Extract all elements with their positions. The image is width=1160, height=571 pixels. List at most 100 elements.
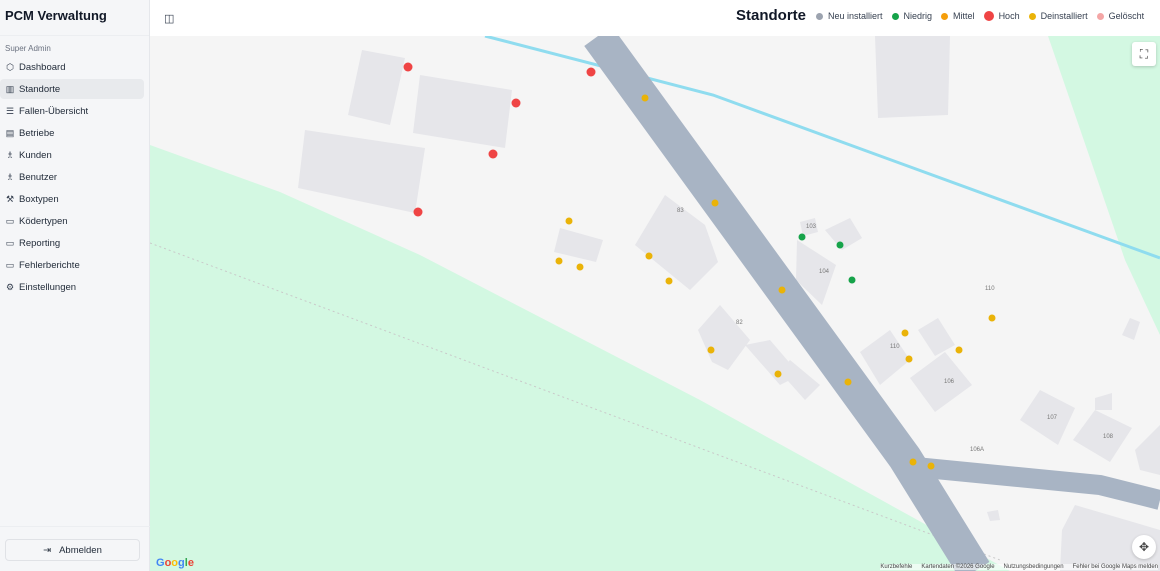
trap-marker-deinstalliert[interactable] bbox=[645, 252, 653, 260]
sidebar-item-ködertypen[interactable]: ▭ Ködertypen bbox=[0, 211, 144, 231]
legend-item: Gelöscht bbox=[1096, 11, 1145, 21]
pan-control[interactable]: ✥ bbox=[1132, 535, 1156, 559]
gear-icon: ⚙ bbox=[5, 281, 15, 292]
sidebar-item-label: Standorte bbox=[19, 83, 61, 95]
trap-marker-hoch[interactable] bbox=[413, 207, 423, 217]
trap-marker-deinstalliert[interactable] bbox=[988, 314, 996, 322]
wrench-icon: ⚒ bbox=[5, 193, 15, 204]
rail-line bbox=[150, 242, 1001, 561]
sidebar-item-label: Fallen-Übersicht bbox=[19, 105, 89, 117]
sidebar-item-label: Reporting bbox=[19, 237, 61, 249]
sidebar-item-label: Einstellungen bbox=[19, 281, 77, 293]
trap-marker-deinstalliert[interactable] bbox=[641, 94, 649, 102]
fullscreen-icon: ⛶ bbox=[1139, 46, 1149, 61]
sidebar-item-label: Kunden bbox=[19, 149, 52, 161]
sidebar-item-standorte[interactable]: ▥ Standorte bbox=[0, 79, 144, 99]
legend-label: Niedrig bbox=[903, 11, 933, 21]
page-title: Standorte bbox=[736, 7, 807, 24]
fullscreen-button[interactable]: ⛶ bbox=[1132, 42, 1156, 66]
building-icon: ▤ bbox=[5, 127, 15, 138]
logout-label: Abmelden bbox=[59, 544, 102, 556]
trap-marker-hoch[interactable] bbox=[511, 98, 521, 108]
trap-marker-deinstalliert[interactable] bbox=[955, 346, 963, 354]
trap-marker-hoch[interactable] bbox=[586, 67, 596, 77]
road bbox=[584, 36, 990, 571]
trap-marker-deinstalliert[interactable] bbox=[905, 355, 913, 363]
trap-marker-deinstalliert[interactable] bbox=[707, 346, 715, 354]
legend-item: Neu installiert bbox=[816, 11, 883, 21]
trap-marker-deinstalliert[interactable] bbox=[665, 277, 673, 285]
sidebar-item-fehlerberichte[interactable]: ▭ Fehlerberichte bbox=[0, 255, 144, 275]
green-area bbox=[150, 145, 1010, 571]
sidebar-item-dashboard[interactable]: ⬡ Dashboard bbox=[0, 57, 144, 77]
sidebar-item-reporting[interactable]: ▭ Reporting bbox=[0, 233, 144, 253]
status-dot-icon bbox=[1028, 12, 1036, 20]
users-icon: ♗ bbox=[5, 149, 15, 160]
house-number: 106A bbox=[970, 447, 984, 453]
map-icon: ▥ bbox=[5, 83, 15, 94]
file-icon: ▭ bbox=[5, 259, 15, 270]
map[interactable]: 83 103 104 82 110 106 107 108 106A 110 ⛶ ✥ Google… bbox=[150, 36, 1160, 571]
sidebar-item-betriebe[interactable]: ▤ Betriebe bbox=[0, 123, 144, 143]
header: ◫ Standorte Neu installiert Niedrig Mittel… bbox=[150, 0, 1160, 36]
attribution-link[interactable]: Kurzbefehle bbox=[880, 564, 913, 570]
trap-marker-niedrig[interactable] bbox=[798, 233, 806, 241]
road bbox=[904, 456, 1160, 510]
sidebar-item-label: Boxtypen bbox=[19, 193, 59, 205]
legend-label: Hoch bbox=[998, 11, 1020, 21]
house-number: 83 bbox=[677, 208, 684, 214]
trap-marker-hoch[interactable] bbox=[488, 149, 498, 159]
status-dot-icon bbox=[816, 12, 823, 20]
shield-icon: ⬡ bbox=[6, 61, 14, 72]
attribution-link[interactable]: Kartendaten ©2026 Google bbox=[921, 564, 995, 570]
trap-marker-deinstalliert[interactable] bbox=[927, 462, 935, 470]
house-number: 106 bbox=[944, 379, 955, 385]
legend-item: Mittel bbox=[941, 11, 975, 21]
map-attribution: Kurzbefehle Kartendaten ©2026 Google Nutzu… bbox=[880, 564, 1158, 570]
google-logo: Google bbox=[156, 557, 194, 569]
house-number: 82 bbox=[736, 320, 743, 326]
house-number: 110 bbox=[890, 344, 900, 350]
sidebar-item-einstellungen[interactable]: ⚙ Einstellungen bbox=[0, 277, 144, 297]
status-dot-icon bbox=[891, 12, 899, 20]
trap-marker-deinstalliert[interactable] bbox=[711, 199, 719, 207]
trap-marker-deinstalliert[interactable] bbox=[576, 263, 584, 271]
house-number: 107 bbox=[1047, 415, 1058, 421]
sidebar-item-benutzer[interactable]: ♗ Benutzer bbox=[0, 167, 144, 187]
trap-marker-deinstalliert[interactable] bbox=[901, 329, 909, 337]
trap-marker-deinstalliert[interactable] bbox=[555, 257, 563, 265]
trap-marker-niedrig[interactable] bbox=[836, 241, 844, 249]
sidebar-item-label: Betriebe bbox=[19, 127, 55, 139]
sidebar-item-boxtypen[interactable]: ⚒ Boxtypen bbox=[0, 189, 144, 209]
legend: Neu installiert Niedrig Mittel Hoch Deinstal… bbox=[816, 11, 1144, 21]
sidebar-toggle-icon[interactable]: ◫ bbox=[164, 12, 175, 25]
legend-label: Mittel bbox=[953, 11, 975, 21]
trap-marker-deinstalliert[interactable] bbox=[909, 458, 917, 466]
attribution-link[interactable]: Nutzungsbedingungen bbox=[1003, 564, 1064, 570]
trap-marker-deinstalliert[interactable] bbox=[565, 217, 573, 225]
waterway bbox=[484, 36, 1160, 260]
trap-marker-deinstalliert[interactable] bbox=[778, 286, 786, 294]
legend-label: Deinstalliert bbox=[1040, 11, 1088, 21]
role-label: Super Admin bbox=[5, 44, 51, 53]
trap-marker-hoch[interactable] bbox=[403, 62, 413, 72]
logout-button[interactable]: ⇥ Abmelden bbox=[5, 539, 140, 561]
legend-item: Hoch bbox=[983, 11, 1020, 21]
sidebar-item-kunden[interactable]: ♗ Kunden bbox=[0, 145, 144, 165]
trap-marker-deinstalliert[interactable] bbox=[844, 378, 852, 386]
sidebar-item-fallen-übersicht[interactable]: ☰ Fallen-Übersicht bbox=[0, 101, 144, 121]
buildings bbox=[298, 36, 1160, 571]
sidebar-item-label: Ködertypen bbox=[19, 215, 68, 227]
legend-item: Niedrig bbox=[891, 11, 933, 21]
trap-marker-deinstalliert[interactable] bbox=[774, 370, 782, 378]
attribution-link[interactable]: Fehler bei Google Maps melden bbox=[1072, 564, 1158, 570]
house-number: 108 bbox=[1103, 434, 1114, 440]
file-icon: ▭ bbox=[5, 215, 15, 226]
status-dot-icon bbox=[941, 12, 949, 20]
status-dot-icon bbox=[983, 11, 994, 21]
house-number: 103 bbox=[806, 224, 817, 230]
legend-label: Gelöscht bbox=[1108, 11, 1145, 21]
sidebar: PCM Verwaltung Super Admin ⬡ Dashboard ▥ St… bbox=[0, 0, 150, 571]
trap-marker-niedrig[interactable] bbox=[848, 276, 856, 284]
users-icon: ♗ bbox=[5, 171, 15, 182]
